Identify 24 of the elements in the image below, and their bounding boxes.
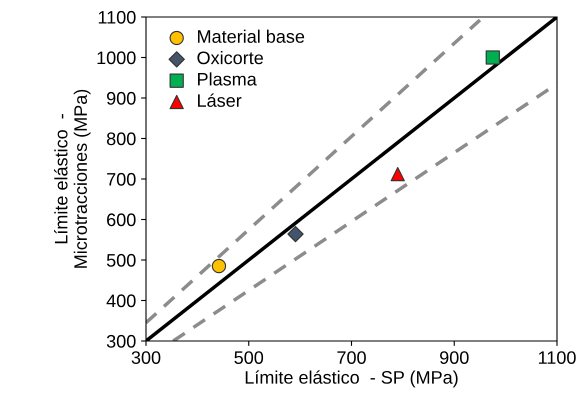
legend-label: Oxicorte [197,50,263,64]
y-axis-title: Límite elástico - Microtracciones (MPa) [54,90,91,268]
point [287,226,304,242]
point [390,166,405,182]
legend-label: Material base [198,30,304,43]
x-tick-label: 900 [440,351,469,364]
y-tick-label: 800 [106,132,136,146]
y-tick-label: 1000 [97,51,136,64]
x-tick-label: 300 [132,351,160,364]
legend-label: Láser [198,93,242,107]
y-tick-label: 500 [106,254,136,267]
y-tick-label: 600 [107,213,136,226]
x-tick-label: 1100 [538,351,576,364]
y-tick-label: 900 [107,92,136,105]
legend-label: Plasma [198,72,257,86]
x-tick-label: 700 [337,351,366,364]
y-tick-label: 1100 [98,10,136,24]
y-tick-label: 400 [106,294,136,308]
point [212,258,226,274]
x-axis-title: Límite elástico - SP (MPa) [246,370,458,388]
x-tick-label: 500 [234,351,264,364]
y-tick-label: 700 [107,172,136,186]
point [486,50,500,65]
y-tick-label: 300 [106,334,136,348]
